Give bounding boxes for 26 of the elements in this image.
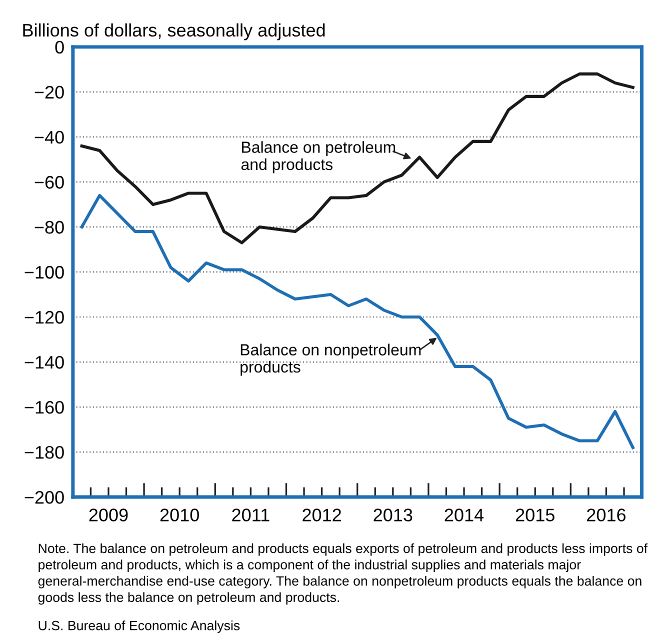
line-series [80, 194, 634, 450]
x-tick-label: 2011 [232, 508, 270, 522]
x-tick-label: 2013 [374, 508, 412, 522]
x-tick-label: 2009 [89, 508, 128, 522]
y-tick-label: −20 [34, 86, 64, 99]
y-tick-label: −140 [24, 356, 64, 369]
text: Note. The balance on petroleum and products equals exports of petroleum and products less imports of petroleum and products, which is a component of the industrial supplies and materials major general-merchandise end-use category. The balance on nonpetroleum products equals the balance on goods less the balance on petroleum and products. [38, 543, 648, 605]
y-tick-label: 0 [55, 40, 64, 54]
annotation: Balance on petroleum and products [241, 141, 396, 174]
y-tick-label: −40 [34, 130, 64, 144]
x-tick-label: 2014 [444, 508, 484, 522]
annotation: Balance on nonpetroleum products [240, 344, 421, 376]
text: U.S. Bureau of Economic Analysis [38, 620, 240, 633]
y-tick-label: −160 [24, 400, 64, 414]
x-tick-label: 2010 [160, 508, 199, 522]
x-tick-label: 2016 [587, 508, 626, 522]
y-tick-label: −80 [34, 220, 64, 234]
x-tick-label: 2015 [516, 508, 554, 522]
y-axis-title: Billions of dollars, seasonally adjusted [23, 23, 325, 40]
x-tick-label: 2012 [302, 508, 341, 522]
y-tick-label: −120 [24, 310, 64, 324]
y-tick-label: −100 [24, 266, 64, 279]
y-tick-label: −200 [24, 490, 64, 504]
y-tick-label: −60 [34, 176, 64, 189]
line-series [80, 72, 634, 244]
y-tick-label: −180 [24, 446, 64, 459]
